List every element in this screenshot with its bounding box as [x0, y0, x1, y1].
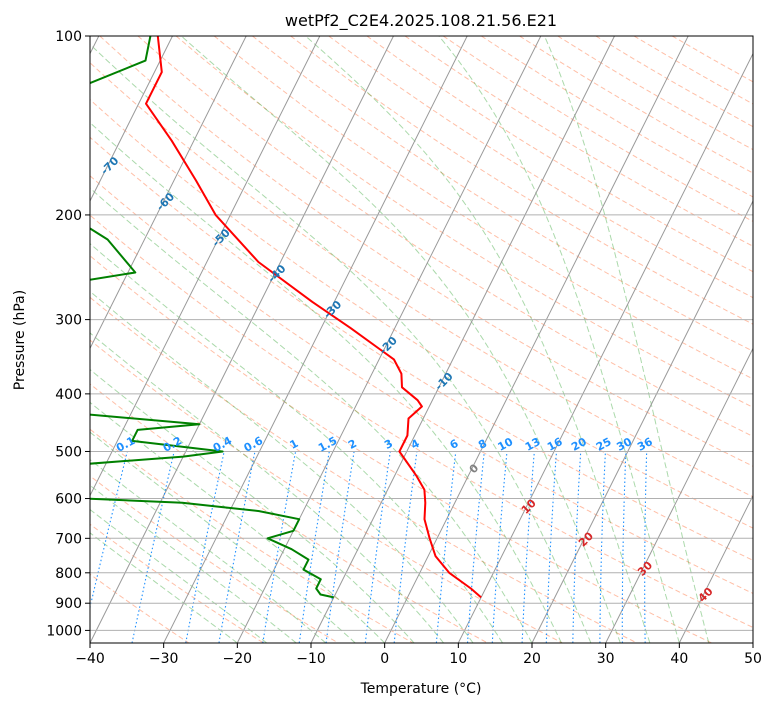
moist-adiabat-line — [90, 121, 562, 643]
mixing-ratio-line — [435, 451, 457, 643]
y-tick-label: 200 — [55, 208, 82, 224]
y-tick-label: 500 — [55, 444, 82, 460]
moist-adiabat-line — [90, 431, 356, 643]
mixing-ratio-label: 10 — [496, 435, 516, 454]
moist-adiabat-line — [90, 290, 474, 643]
isotherms — [90, 36, 753, 643]
dry-adiabat-line — [90, 62, 753, 498]
dry-adiabat-line — [90, 175, 753, 595]
dry-adiabat-line — [90, 339, 563, 643]
moist-adiabat-line — [90, 332, 444, 643]
moist-adiabat-line — [544, 36, 710, 643]
x-tick-label: 30 — [597, 651, 615, 667]
isotherm-line — [236, 36, 542, 643]
isotherm-line — [678, 494, 753, 643]
dry-adiabat-line — [90, 383, 488, 643]
moist-adiabat-line — [90, 459, 327, 643]
mixing-ratio-line — [644, 451, 648, 643]
isotherm-line — [90, 36, 247, 350]
moist-adiabats — [90, 36, 710, 643]
isotherm-line — [384, 36, 689, 643]
mixing-ratio-line — [572, 451, 582, 643]
mixing-ratio-label: 36 — [635, 435, 655, 454]
y-tick-label: 800 — [55, 566, 82, 582]
moist-adiabat-line — [90, 43, 592, 643]
dry-adiabat-line — [99, 36, 753, 467]
dry-adiabat-line — [90, 255, 712, 643]
dry-adiabat-line — [90, 296, 638, 643]
axis-ticks: −40 −30 −20 −10 0 10 20 30 40 50 100 200 300 400 500 60… — [46, 29, 762, 667]
mixing-ratio-line — [131, 451, 175, 643]
isotherm-line — [90, 36, 173, 203]
dry-adiabat-line — [290, 36, 753, 325]
mixing-ratio-line — [521, 451, 535, 643]
dry-adiabat-line — [252, 36, 753, 352]
y-tick-label: 700 — [55, 531, 82, 547]
x-tick-label: 20 — [523, 651, 541, 667]
x-tick-label: 40 — [670, 651, 688, 667]
dry-adiabat-line — [90, 214, 753, 628]
x-tick-label: −10 — [296, 651, 326, 667]
dry-adiabat-line — [213, 36, 753, 380]
moist-adiabat-line — [180, 36, 621, 643]
moist-adiabat-line — [305, 36, 651, 643]
moist-adiabat-line — [90, 484, 297, 643]
y-tick-label: 100 — [55, 29, 82, 45]
mixing-ratio-line — [621, 451, 627, 643]
x-axis-label: Temperature (°C) — [360, 681, 482, 697]
dry-adiabat-line — [90, 523, 264, 643]
isotherm-line — [310, 36, 615, 643]
y-tick-label: 300 — [55, 313, 82, 329]
profile-lines — [90, 36, 482, 599]
mixing-ratio-line — [393, 451, 418, 643]
mixing-ratio-label: 25 — [594, 435, 614, 454]
temperature-line — [145, 36, 482, 599]
isotherm-line — [457, 52, 753, 643]
pressure-gridlines — [90, 36, 753, 631]
isotherm-line — [90, 36, 394, 643]
isotherm-line — [90, 36, 321, 497]
plot-frame — [89, 35, 754, 644]
x-tick-label: 10 — [449, 651, 467, 667]
mixing-ratio-label: 16 — [545, 435, 565, 454]
mixing-ratio-line — [466, 451, 485, 643]
mixing-ratio-line — [545, 451, 558, 643]
dry-adiabats — [90, 36, 753, 643]
dewpoint-line — [90, 36, 335, 599]
y-tick-label: 600 — [55, 492, 82, 508]
isotherm-line — [605, 347, 753, 643]
isotherm-line — [163, 36, 468, 643]
mixing-ratio-line — [90, 451, 128, 610]
moist-adiabat-line — [90, 187, 533, 643]
mixing-ratio-lines — [90, 451, 648, 643]
y-tick-label: 900 — [55, 596, 82, 612]
x-tick-label: −20 — [223, 651, 253, 667]
y-tick-label: 400 — [55, 387, 82, 403]
y-axis-label: Pressure (hPa) — [12, 290, 28, 390]
mixing-ratio-label: 30 — [614, 435, 634, 454]
mixing-ratio-line — [364, 451, 391, 643]
moist-adiabat-line — [90, 368, 415, 643]
x-tick-label: −30 — [149, 651, 179, 667]
mixing-ratio-label: 13 — [523, 435, 543, 454]
isotherm-line — [531, 199, 753, 643]
y-tick-label: 1000 — [46, 623, 82, 639]
mixing-ratio-line — [599, 451, 606, 643]
mixing-ratio-line — [491, 451, 508, 643]
x-tick-label: 50 — [744, 651, 762, 667]
moist-adiabat-line — [90, 242, 503, 643]
x-tick-label: 0 — [380, 651, 389, 667]
chart-title: wetPf2_C2E4.2025.108.21.56.E21 — [285, 11, 557, 31]
x-tick-label: −40 — [75, 651, 105, 667]
mixing-ratio-label: 20 — [569, 435, 589, 454]
dry-adiabat-line — [90, 573, 190, 643]
dry-adiabat-line — [90, 98, 753, 529]
